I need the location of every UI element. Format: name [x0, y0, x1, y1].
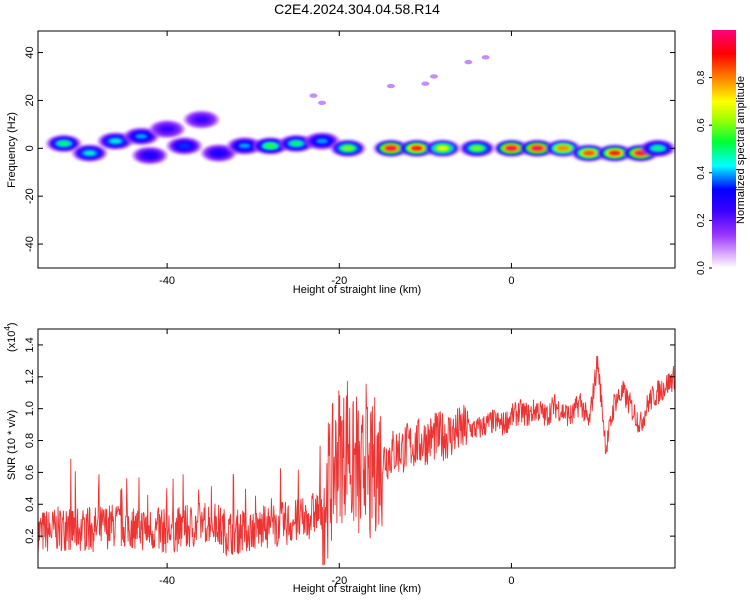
snr-frame [37, 328, 676, 569]
snr-ylabel: SNR (10 * v/v) [6, 410, 18, 480]
spectrogram-xlabel: Height of straight line (km) [293, 284, 421, 296]
spectrogram-frame [37, 30, 676, 269]
spectrogram-faint-point [481, 55, 490, 60]
spectrogram-blob [519, 139, 556, 158]
spectrogram-blob [71, 144, 108, 163]
snr-ytick-label: 0.2 [24, 528, 36, 543]
spectrogram-blob [123, 127, 160, 146]
spectrogram-blob [596, 144, 633, 163]
snr-plot-area [38, 355, 675, 566]
spectrogram-xtick-label: -20 [331, 275, 347, 287]
snr-ticks: -40 -20 0 0.2 0.4 0.6 0.8 1.0 1.2 1.4 [24, 329, 675, 587]
spectrogram-panel: -40 -20 0 -40 -20 0 20 40 Frequency (Hz) Height… [6, 30, 676, 296]
colorbar-tick-label: 0.2 [696, 213, 707, 227]
spectrogram-blob [252, 136, 289, 155]
colorbar-tick-label: 0.0 [696, 261, 707, 275]
snr-ytick-label: 0.8 [24, 433, 36, 448]
colorbar-label: Normalized spectral amplitude [735, 76, 747, 224]
colorbar-tick-label: 0.6 [696, 118, 707, 132]
spectrogram-blob [183, 110, 220, 129]
spectrogram-plot-area [45, 55, 675, 165]
spectrogram-ytick-label: 0 [24, 145, 36, 151]
spectrogram-blob [372, 139, 409, 158]
colorbar-gradient [712, 30, 736, 268]
spectrogram-blob [329, 139, 366, 158]
spectrogram-blob [45, 134, 82, 153]
spectrogram-ytick-label: 20 [24, 94, 36, 106]
spectrogram-ytick-label: 40 [24, 46, 36, 58]
snr-ytick-label: 0.6 [24, 465, 36, 480]
spectrogram-faint-point [309, 93, 318, 98]
colorbar-tick-label: 0.8 [696, 70, 707, 84]
snr-multiplier-base: (x10 [6, 331, 18, 352]
spectrogram-ticks: -40 -20 0 -40 -20 0 20 40 [24, 31, 675, 287]
spectrogram-blob [459, 139, 496, 158]
snr-xtick-label: -20 [331, 575, 347, 587]
spectrogram-blob [639, 139, 675, 158]
spectrogram-faint-point [386, 83, 395, 89]
spectrogram-ytick-label: -20 [24, 188, 36, 204]
snr-xtick-label: 0 [508, 575, 514, 587]
spectrogram-ytick-label: -40 [24, 236, 36, 252]
spectrogram-faint-point [318, 100, 327, 106]
spectrogram-blob [424, 139, 461, 158]
spectrogram-faint-point [464, 59, 473, 65]
snr-multiplier-close: ) [6, 322, 18, 326]
colorbar-ticks: 0.0 0.2 0.4 0.6 0.8 [696, 70, 712, 275]
spectrogram-xtick-label: -40 [159, 275, 175, 287]
snr-xtick-label: -40 [159, 575, 175, 587]
colorbar-tick-label: 0.4 [696, 165, 707, 179]
spectrogram-blob [131, 146, 168, 165]
snr-multiplier-exp: 4 [3, 326, 12, 331]
spectrogram-blob [200, 144, 237, 163]
colorbar: 0.0 0.2 0.4 0.6 0.8 Normalized spectral ampl… [696, 30, 747, 275]
snr-ytick-label: 1.0 [24, 401, 36, 416]
spectrogram-blob [570, 144, 607, 163]
snr-xlabel: Height of straight line (km) [293, 583, 421, 595]
spectrogram-faint-point [421, 81, 430, 86]
spectrogram-blob [493, 139, 530, 158]
snr-ytick-label: 1.4 [24, 337, 36, 352]
snr-ytick-label: 1.2 [24, 369, 36, 384]
spectrogram-blob [149, 120, 186, 139]
spectrogram-faint-point [429, 74, 438, 79]
figure-title: C2E4.2024.304.04.58.R14 [274, 1, 440, 17]
snr-multiplier: (x104) [3, 322, 18, 352]
spectrogram-ylabel: Frequency (Hz) [6, 112, 18, 188]
snr-panel: -40 -20 0 0.2 0.4 0.6 0.8 1.0 1.2 1.4 SNR (10 * v… [3, 322, 676, 595]
spectrogram-xtick-label: 0 [508, 275, 514, 287]
spectrogram-blob [166, 136, 203, 155]
spectrogram-blob [226, 136, 263, 155]
snr-ytick-label: 0.4 [24, 497, 36, 512]
snr-line [38, 355, 675, 566]
spectrogram-blob [398, 139, 435, 158]
